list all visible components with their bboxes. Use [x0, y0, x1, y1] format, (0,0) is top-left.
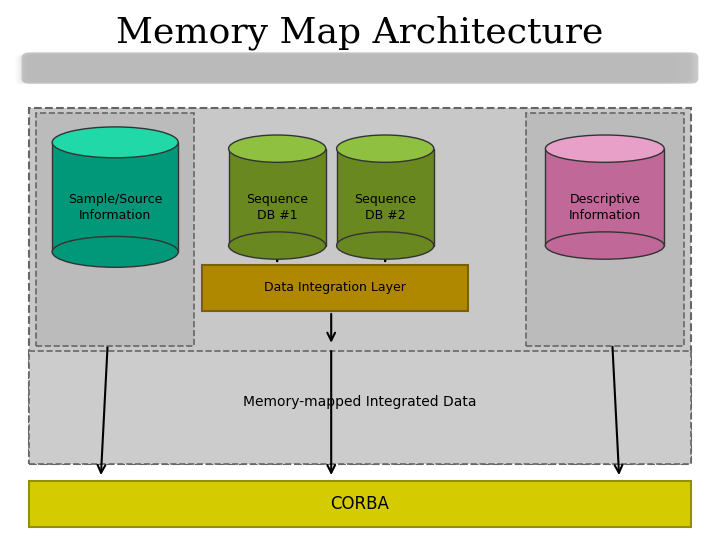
FancyBboxPatch shape — [229, 148, 325, 246]
FancyBboxPatch shape — [526, 113, 684, 346]
Ellipse shape — [53, 127, 179, 158]
Ellipse shape — [546, 135, 664, 163]
FancyBboxPatch shape — [29, 108, 691, 464]
FancyBboxPatch shape — [36, 113, 194, 346]
FancyBboxPatch shape — [26, 53, 694, 82]
FancyBboxPatch shape — [29, 351, 691, 464]
FancyBboxPatch shape — [19, 55, 684, 84]
FancyBboxPatch shape — [24, 53, 696, 82]
Text: Descriptive
Information: Descriptive Information — [569, 193, 641, 222]
Text: Memory Map Architecture: Memory Map Architecture — [117, 15, 603, 50]
FancyBboxPatch shape — [22, 52, 698, 84]
Text: CORBA: CORBA — [330, 495, 390, 512]
FancyBboxPatch shape — [29, 52, 691, 82]
FancyBboxPatch shape — [29, 481, 691, 526]
FancyBboxPatch shape — [20, 54, 688, 83]
FancyBboxPatch shape — [17, 55, 680, 84]
FancyBboxPatch shape — [546, 148, 665, 246]
FancyBboxPatch shape — [22, 54, 693, 83]
Text: Sequence
DB #2: Sequence DB #2 — [354, 193, 416, 222]
FancyBboxPatch shape — [202, 265, 468, 310]
Ellipse shape — [546, 232, 664, 259]
Text: Sample/Source
Information: Sample/Source Information — [68, 193, 163, 222]
Text: Memory-mapped Integrated Data: Memory-mapped Integrated Data — [243, 395, 477, 409]
FancyBboxPatch shape — [337, 148, 433, 246]
Ellipse shape — [229, 135, 325, 163]
Ellipse shape — [337, 135, 434, 163]
FancyBboxPatch shape — [23, 53, 697, 83]
Text: Data Integration Layer: Data Integration Layer — [264, 281, 406, 294]
FancyBboxPatch shape — [53, 143, 179, 252]
FancyBboxPatch shape — [27, 52, 693, 82]
Ellipse shape — [229, 232, 325, 259]
Text: Sequence
DB #1: Sequence DB #1 — [246, 193, 308, 222]
Ellipse shape — [337, 232, 434, 259]
Ellipse shape — [53, 237, 179, 267]
